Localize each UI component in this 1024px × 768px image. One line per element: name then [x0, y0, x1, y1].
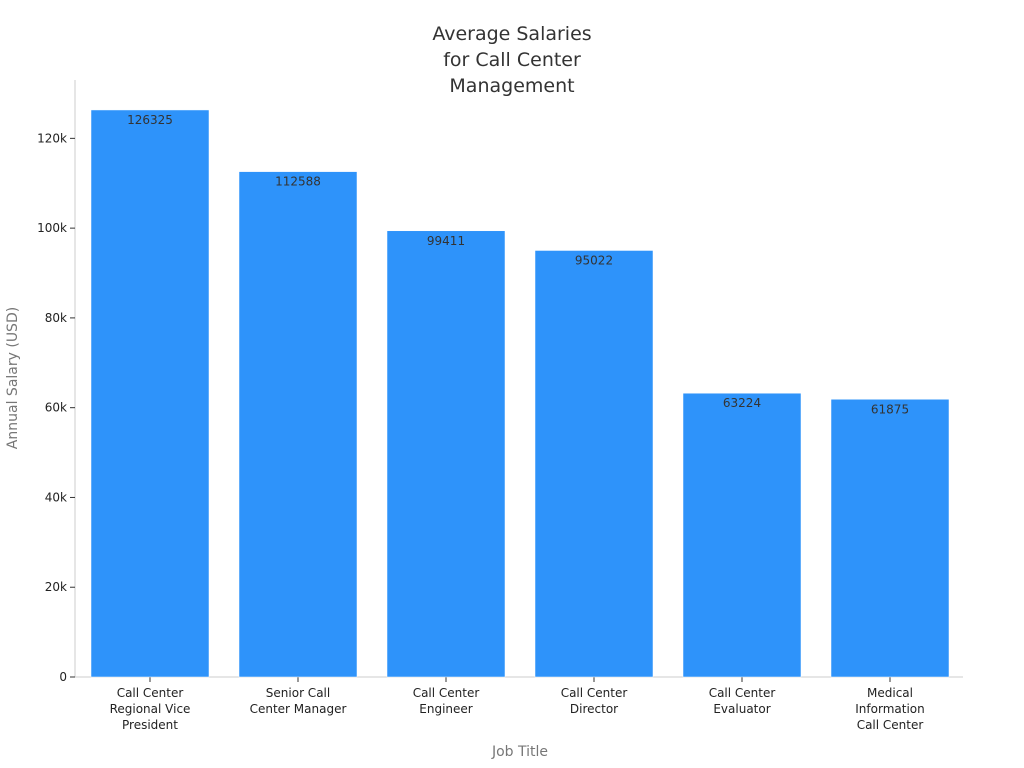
chart-title-line: for Call Center [443, 49, 581, 71]
y-tick-label: 120k [37, 131, 67, 145]
bar-data-label: 63224 [723, 396, 761, 410]
x-tick-label: Call Center [857, 718, 924, 732]
x-tick-label: Regional Vice [110, 702, 191, 716]
y-tick-label: 0 [59, 670, 67, 684]
x-tick-label: Center Manager [250, 702, 347, 716]
x-tick-label: Evaluator [713, 702, 770, 716]
bar [386, 230, 506, 678]
bar-data-label: 61875 [871, 402, 909, 416]
y-tick-label: 100k [37, 221, 67, 235]
y-tick-label: 80k [45, 311, 67, 325]
x-tick-label: Engineer [419, 702, 473, 716]
y-axis-title: Annual Salary (USD) [5, 307, 21, 449]
chart-title-line: Average Salaries [432, 23, 591, 45]
bar [830, 399, 950, 678]
x-tick-label: Medical [867, 686, 913, 700]
y-tick-label: 40k [45, 490, 67, 504]
bars [90, 109, 950, 678]
bar [238, 171, 358, 678]
bar-data-label: 95022 [575, 253, 613, 267]
bar [534, 250, 654, 678]
x-tick-label: Call Center [561, 686, 628, 700]
x-axis-title: Job Title [491, 744, 548, 760]
y-tick-label: 60k [45, 401, 67, 415]
bar-data-label: 99411 [427, 234, 465, 248]
x-axis: Call Center Regional Vice President Senior … [75, 676, 963, 732]
bar-data-label: 126325 [127, 113, 173, 127]
x-tick-label: President [122, 718, 178, 732]
x-tick-label: Call Center [413, 686, 480, 700]
bar [90, 109, 210, 678]
data-labels: 126325 112588 99411 95022 63224 61875 [127, 113, 909, 416]
y-tick-label: 20k [45, 580, 67, 594]
bar [682, 392, 802, 678]
chart-title-line: Management [449, 75, 574, 97]
x-tick-label: Call Center [709, 686, 776, 700]
x-tick-label: Call Center [117, 686, 184, 700]
x-tick-label: Information [855, 702, 924, 716]
x-tick-label: Senior Call [266, 686, 330, 700]
y-axis: 0 20k 40k 60k 80k 100k 120k [37, 80, 76, 684]
x-tick-label: Director [570, 702, 618, 716]
chart-title: Average Salaries for Call Center Managemen… [432, 23, 591, 97]
bar-data-label: 112588 [275, 175, 321, 189]
